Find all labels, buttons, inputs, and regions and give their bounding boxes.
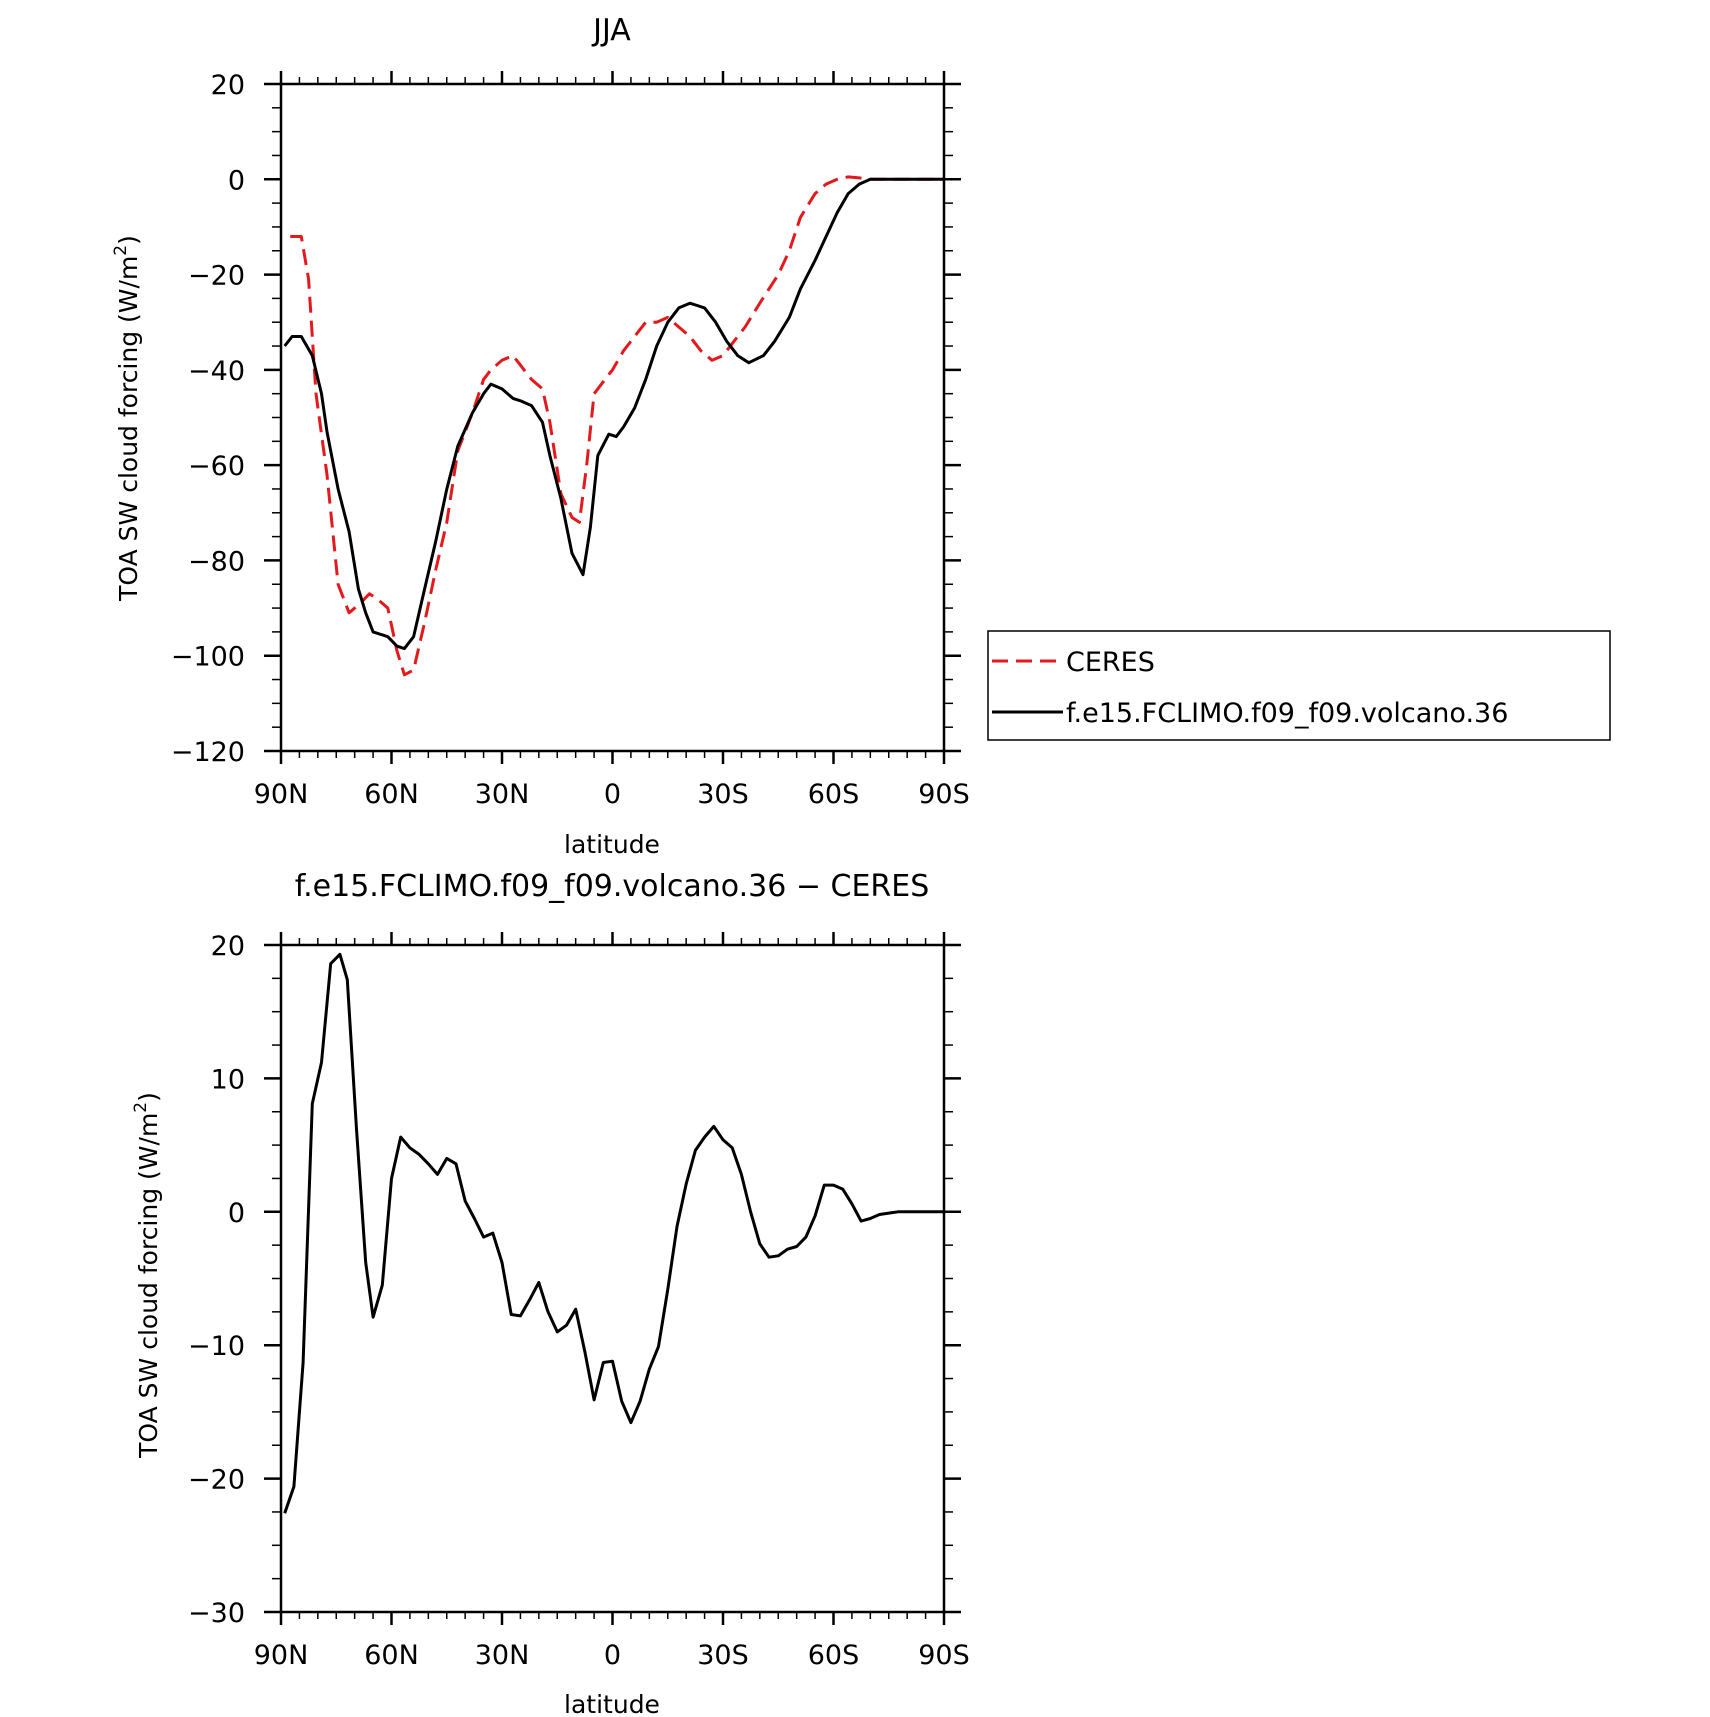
top-x-tick-label: 0 — [604, 779, 621, 810]
bottom-y-tick-label: −10 — [188, 1331, 245, 1362]
top-x-tick-label: 30N — [475, 779, 530, 810]
legend: CERES f.e15.FCLIMO.f09_f09.volcano.36 — [987, 630, 1611, 741]
top-y-tick-label: 20 — [211, 70, 245, 101]
bottom-x-tick-label: 60S — [808, 1640, 860, 1671]
legend-box — [987, 630, 1611, 741]
top-x-tick-label: 60N — [364, 779, 419, 810]
bottom-panel: f.e15.FCLIMO.f09_f09.volcano.36 − CERES … — [131, 869, 970, 1717]
top-x-tick-labels: 90N 60N 30N 0 30S 60S 90S — [254, 779, 970, 810]
top-x-tick-label: 60S — [808, 779, 860, 810]
bottom-x-tick-label: 30S — [697, 1640, 749, 1671]
bottom-x-tick-label: 60N — [364, 1640, 419, 1671]
bottom-y-tick-label: −30 — [188, 1598, 245, 1629]
bottom-y-tick-label: −20 — [188, 1465, 245, 1496]
top-y-tick-label: −20 — [188, 261, 245, 292]
legend-model-label: f.e15.FCLIMO.f09_f09.volcano.36 — [1066, 698, 1508, 729]
top-series-line-ceres — [290, 175, 944, 677]
top-series-lines — [283, 175, 944, 677]
top-x-tick-label: 90S — [918, 779, 970, 810]
top-x-tick-label: 30S — [697, 779, 749, 810]
bottom-y-tick-labels: 20 10 0 −10 −20 −30 — [188, 931, 245, 1629]
legend-ceres-label: CERES — [1066, 647, 1155, 678]
top-y-tick-label: −120 — [171, 737, 245, 768]
bottom-series-lines — [283, 952, 944, 1514]
bottom-y-tick-label: 10 — [211, 1064, 245, 1095]
top-chart-title: JJA — [591, 13, 631, 48]
top-x-tick-label: 90N — [254, 779, 309, 810]
top-y-tick-label: −60 — [188, 451, 245, 482]
top-panel: JJA 90N 60N 30N 0 30S 60S 90S 20 0 −20 −40 −60 −80 −… — [111, 13, 970, 859]
bottom-axis-ticks — [264, 932, 961, 1625]
top-y-tick-label: 0 — [228, 165, 245, 196]
top-y-tick-label: −80 — [188, 546, 245, 577]
bottom-x-axis-label: latitude — [564, 1690, 660, 1717]
bottom-x-tick-label: 30N — [475, 1640, 530, 1671]
top-y-tick-labels: 20 0 −20 −40 −60 −80 −100 −120 — [171, 70, 245, 768]
top-x-axis-label: latitude — [564, 830, 660, 859]
bottom-series-line-difference — [283, 952, 944, 1514]
top-series-line-f-e15-fclimo-f09-f09-volcano-36 — [283, 177, 944, 651]
bottom-x-tick-label: 90S — [918, 1640, 970, 1671]
bottom-plot-frame — [279, 943, 946, 1614]
bottom-y-tick-label: 0 — [228, 1198, 245, 1229]
top-y-tick-label: −100 — [171, 642, 245, 673]
bottom-y-tick-label: 20 — [211, 931, 245, 962]
bottom-x-tick-label: 90N — [254, 1640, 309, 1671]
top-axis-ticks — [264, 71, 961, 764]
bottom-x-tick-labels: 90N 60N 30N 0 30S 60S 90S — [254, 1640, 970, 1671]
bottom-chart-title: f.e15.FCLIMO.f09_f09.volcano.36 − CERES — [295, 869, 930, 904]
top-y-axis-label: TOA SW cloud forcing (W/m2) — [111, 235, 143, 602]
top-y-tick-label: −40 — [188, 356, 245, 387]
bottom-x-tick-label: 0 — [604, 1640, 621, 1671]
bottom-y-axis-label: TOA SW cloud forcing (W/m2) — [131, 1092, 163, 1459]
top-plot-frame — [279, 82, 946, 753]
